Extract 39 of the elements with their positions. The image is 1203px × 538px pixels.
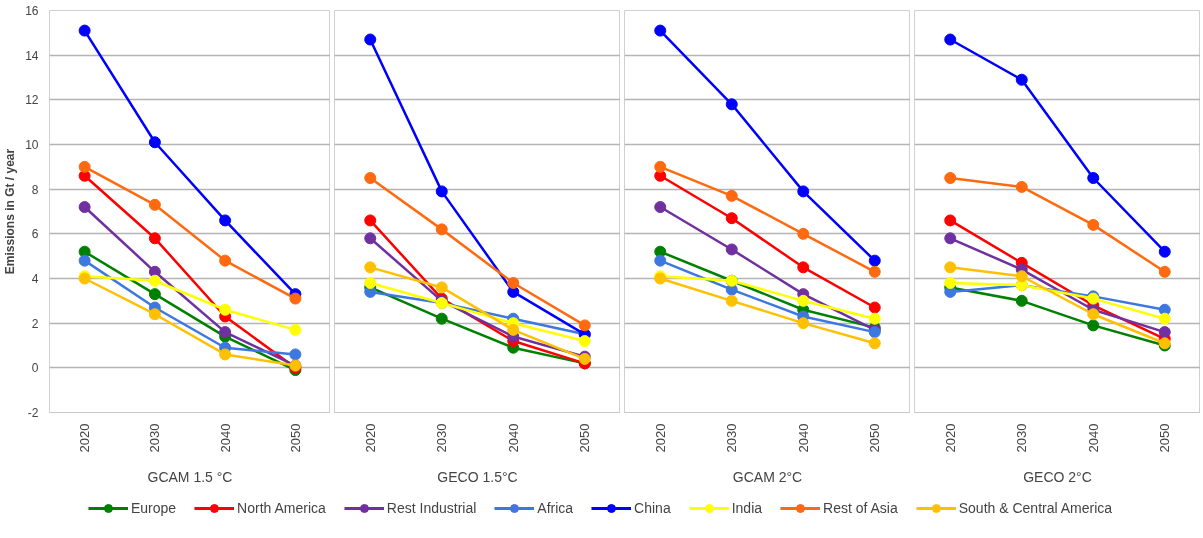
x-tick-label: 2020 xyxy=(652,423,668,453)
legend-label: Africa xyxy=(537,500,574,516)
legend-label: North America xyxy=(237,500,326,516)
x-axis-title: GCAM 2°C xyxy=(732,469,803,486)
x-tick-label: 2030 xyxy=(434,423,450,453)
x-tick-label: 2040 xyxy=(1085,423,1101,453)
y-tick-label: 0 xyxy=(31,361,39,376)
x-tick-label: 2020 xyxy=(77,423,93,453)
x-tick-label: 2030 xyxy=(724,423,740,453)
x-tick-label: 2020 xyxy=(362,423,378,453)
legend-label: South & Central America xyxy=(958,500,1113,516)
x-axis-title: GECO 2°C xyxy=(1023,469,1092,486)
x-tick-label: 2040 xyxy=(795,423,811,453)
legend-label: Europe xyxy=(130,500,177,516)
x-tick-label: 2030 xyxy=(1014,423,1030,453)
x-tick-label: 2040 xyxy=(505,423,521,453)
y-tick-label: 10 xyxy=(25,138,39,152)
x-axis-title: GECO 1.5°C xyxy=(437,469,518,486)
legend-label: China xyxy=(634,500,671,516)
y-axis-title: Emissions in Gt / year xyxy=(3,148,18,275)
y-tick-label: 8 xyxy=(31,182,39,197)
legend-label: Rest of Asia xyxy=(823,500,898,516)
x-tick-label: 2020 xyxy=(942,423,958,453)
x-axis-title: GCAM 1.5 °C xyxy=(147,469,233,486)
x-tick-label: 2040 xyxy=(217,423,233,453)
x-tick-label: 2050 xyxy=(287,423,303,453)
y-tick-label: 6 xyxy=(31,227,39,242)
legend-label: Rest Industrial xyxy=(386,500,477,516)
x-tick-label: 2050 xyxy=(867,423,883,453)
y-tick-label: 4 xyxy=(31,272,39,286)
x-tick-label: 2050 xyxy=(1157,423,1173,453)
y-tick-label: 14 xyxy=(25,48,39,63)
x-tick-label: 2050 xyxy=(577,423,593,453)
y-tick-label: 2 xyxy=(31,316,39,331)
y-tick-label: 16 xyxy=(25,4,39,18)
legend-label: India xyxy=(731,500,763,516)
y-tick-label: -2 xyxy=(27,406,39,420)
y-tick-label: 12 xyxy=(25,93,39,108)
x-tick-label: 2030 xyxy=(147,423,163,453)
